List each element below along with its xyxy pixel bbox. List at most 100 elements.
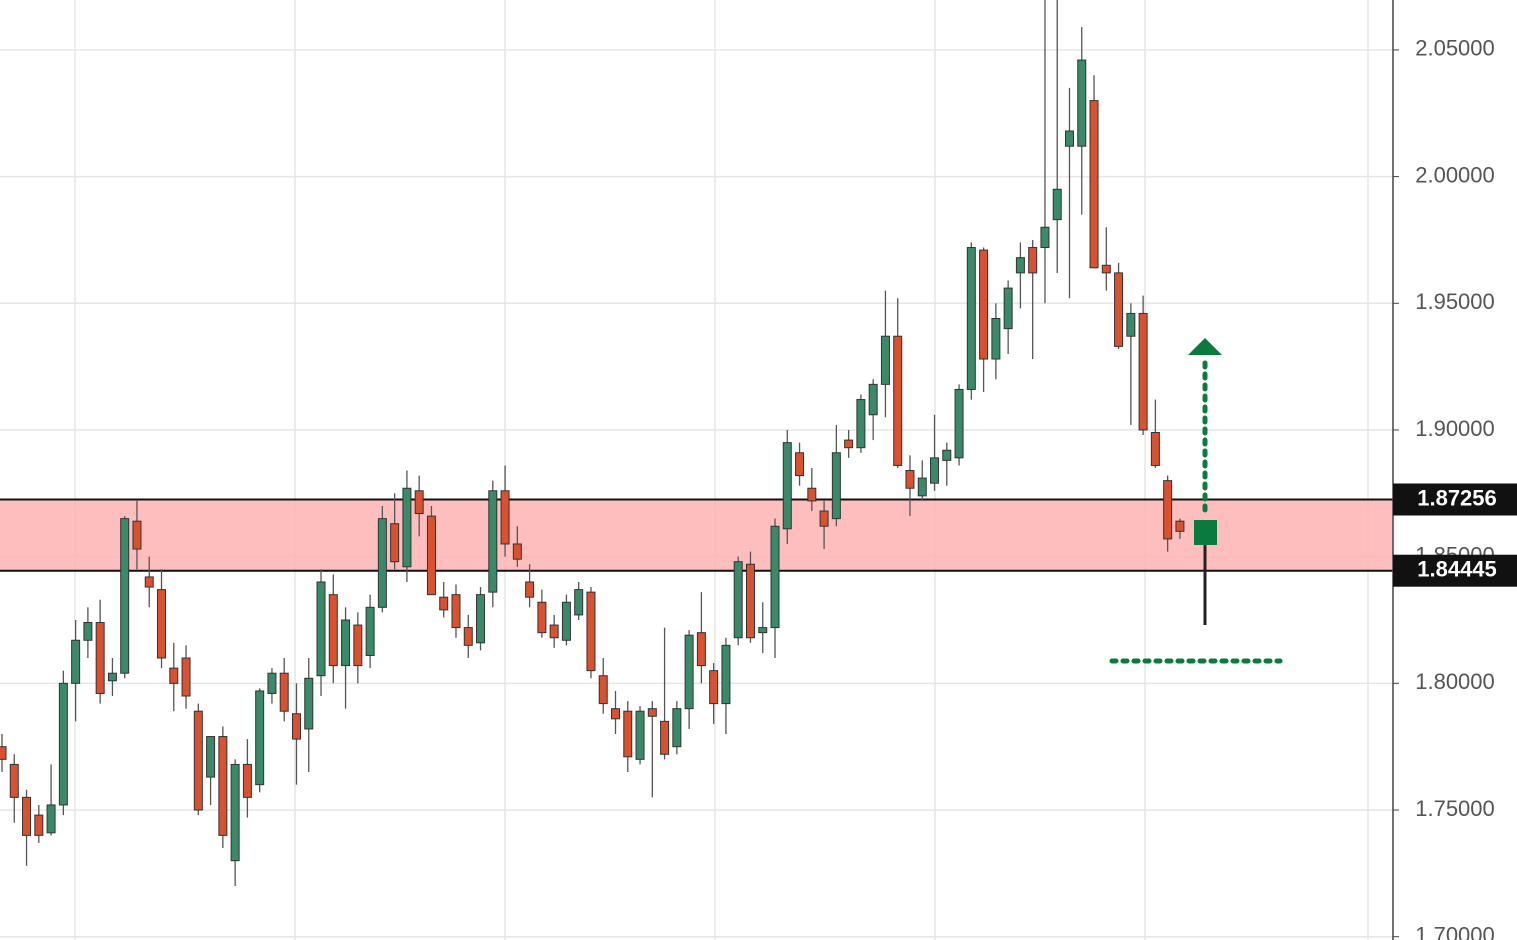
y-tick-label: 1.80000 (1415, 669, 1495, 694)
candle-body (9, 763, 19, 798)
candle-body (1028, 247, 1038, 274)
candle-body (402, 487, 412, 568)
candle-body (71, 639, 81, 684)
candle-body (623, 710, 633, 758)
candle-body (83, 622, 93, 641)
candle-body (328, 594, 338, 667)
candle-body (966, 247, 976, 390)
candle-body (991, 317, 1001, 360)
candle-body (230, 763, 240, 862)
candle-body (107, 672, 117, 682)
candle-body (1138, 312, 1148, 431)
zone-label: 1.84445 (1417, 557, 1497, 582)
candle-body (291, 713, 301, 740)
candle-body (942, 449, 952, 461)
candle-body (476, 594, 486, 644)
candle-body (488, 490, 498, 593)
zone-label-box (1393, 483, 1517, 516)
candle-body (463, 627, 473, 646)
candle-body (500, 490, 510, 545)
candle-body (365, 606, 375, 656)
candle-body (169, 667, 179, 684)
candle-body (279, 672, 289, 712)
candle-body (267, 672, 277, 694)
candle-body (0, 746, 7, 760)
candle-body (561, 601, 571, 641)
candle-body (819, 510, 829, 527)
price-axis (1393, 0, 1517, 940)
entry-marker (1194, 520, 1217, 545)
candle-body (1089, 100, 1099, 269)
candle-body (414, 490, 424, 515)
candle-body (377, 518, 387, 608)
candle-body (647, 708, 657, 717)
candle-body (868, 383, 878, 416)
trade-plan (1109, 338, 1283, 664)
y-tick-label: 2.05000 (1415, 36, 1495, 61)
candle-body (745, 563, 755, 639)
candle-body (255, 690, 265, 786)
candle-body (512, 543, 522, 560)
candle-body (537, 601, 547, 634)
candle-body (917, 477, 927, 497)
candle-body (144, 576, 154, 588)
candle-body (831, 452, 841, 520)
candle-body (770, 525, 780, 629)
candle-body (58, 682, 68, 806)
candle-body (635, 710, 645, 760)
candle-body (549, 624, 559, 639)
candle-body (1040, 226, 1050, 249)
candle-body (95, 622, 105, 694)
zone-fill (0, 499, 1393, 571)
candle-body (758, 627, 768, 634)
candle-body (721, 644, 731, 705)
y-tick-label: 1.95000 (1415, 289, 1495, 314)
candle-body (439, 596, 449, 611)
candle-body (880, 335, 890, 385)
candle-body (206, 736, 216, 778)
candle-body (1003, 287, 1013, 330)
candle-body (782, 442, 792, 530)
candle-body (844, 439, 854, 449)
candle-body (1077, 59, 1087, 147)
candle-body (451, 594, 461, 629)
candle-body (193, 710, 203, 811)
candle-body (672, 708, 682, 748)
candle-body (586, 591, 596, 672)
y-tick-label: 1.90000 (1415, 416, 1495, 441)
y-tick-label: 1.70000 (1415, 923, 1495, 940)
candle-body (1015, 257, 1025, 274)
zone-label: 1.87256 (1417, 485, 1497, 510)
candle-body (1163, 480, 1173, 540)
candle-body (807, 487, 817, 502)
candle-body (218, 736, 228, 836)
candle-body (856, 399, 866, 449)
candle-body (954, 388, 964, 459)
candle-body (684, 634, 694, 710)
candle-body (132, 520, 142, 550)
candle-body (341, 619, 351, 667)
candle-body (660, 720, 670, 755)
candle-body (157, 589, 167, 659)
candle-body (795, 452, 805, 477)
candle-body (893, 335, 903, 466)
candle-body (353, 624, 363, 667)
candle-body (242, 763, 252, 798)
candle-body (598, 675, 608, 705)
zone-label-box (1393, 554, 1517, 587)
candle-body (304, 677, 314, 730)
candle-body (120, 518, 130, 674)
candle-body (930, 457, 940, 484)
candle-body (1150, 432, 1160, 466)
candle-body (46, 804, 56, 834)
candle-body (905, 470, 915, 489)
target-arrow (1188, 338, 1222, 355)
y-tick-label: 1.75000 (1415, 796, 1495, 821)
candle-body (709, 670, 719, 705)
y-tick-label: 2.00000 (1415, 162, 1495, 187)
candle-body (696, 632, 706, 667)
candle-body (316, 581, 326, 677)
candle-body (390, 523, 400, 563)
candle-body (611, 708, 620, 720)
